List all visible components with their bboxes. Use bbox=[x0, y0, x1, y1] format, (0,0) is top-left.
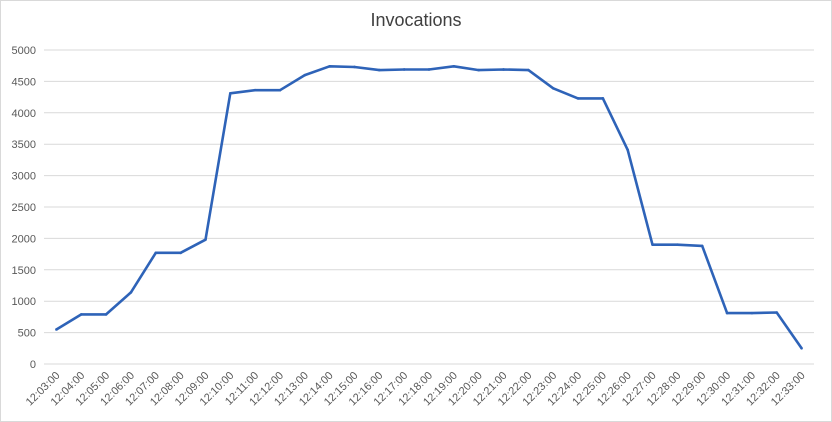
data-point bbox=[800, 347, 803, 350]
data-point bbox=[353, 65, 356, 69]
y-tick-label: 1000 bbox=[12, 296, 36, 308]
y-tick-label: 2000 bbox=[12, 233, 36, 245]
data-point bbox=[725, 311, 729, 315]
data-point bbox=[700, 244, 704, 248]
y-tick-label: 5000 bbox=[12, 45, 36, 57]
data-point bbox=[328, 65, 331, 68]
data-point bbox=[402, 68, 406, 71]
data-point bbox=[378, 68, 381, 72]
data-point bbox=[253, 88, 257, 92]
data-point bbox=[750, 311, 754, 315]
data-point bbox=[601, 97, 605, 100]
data-point bbox=[278, 88, 282, 92]
data-point bbox=[651, 243, 654, 246]
data-point bbox=[55, 328, 58, 331]
y-tick-label: 3500 bbox=[12, 139, 36, 151]
data-point bbox=[204, 238, 207, 241]
y-tick-label: 2500 bbox=[12, 202, 36, 214]
data-point bbox=[79, 313, 83, 316]
data-point bbox=[576, 97, 580, 100]
y-tick-label: 3000 bbox=[12, 171, 36, 183]
y-tick-label: 4500 bbox=[12, 76, 36, 88]
data-point bbox=[551, 87, 555, 90]
data-point bbox=[154, 251, 158, 255]
y-axis-ticks: 0 500 1000 1500 2000 2500 3000 3500 4000 4500 5000 bbox=[12, 45, 36, 371]
data-point bbox=[502, 68, 505, 71]
y-tick-label: 500 bbox=[18, 328, 36, 340]
data-point bbox=[477, 68, 480, 72]
data-point bbox=[676, 243, 679, 246]
chart-title: Invocations bbox=[370, 10, 462, 30]
x-axis-ticks: 12:03:0012:04:0012:05:0012:06:0012:07:00… bbox=[24, 370, 808, 409]
data-point bbox=[527, 68, 530, 72]
y-tick-label: 1500 bbox=[12, 265, 36, 277]
gridlines bbox=[44, 49, 814, 365]
data-point bbox=[626, 148, 630, 152]
y-tick-label: 4000 bbox=[12, 108, 36, 120]
series-line-group bbox=[55, 65, 803, 350]
data-point bbox=[452, 65, 456, 68]
data-point bbox=[179, 251, 182, 255]
data-point bbox=[303, 73, 307, 77]
data-point bbox=[775, 311, 779, 314]
data-point bbox=[228, 92, 232, 95]
data-point bbox=[104, 313, 108, 316]
y-tick-label: 0 bbox=[30, 359, 36, 371]
data-point bbox=[427, 68, 431, 71]
data-point bbox=[129, 291, 133, 294]
